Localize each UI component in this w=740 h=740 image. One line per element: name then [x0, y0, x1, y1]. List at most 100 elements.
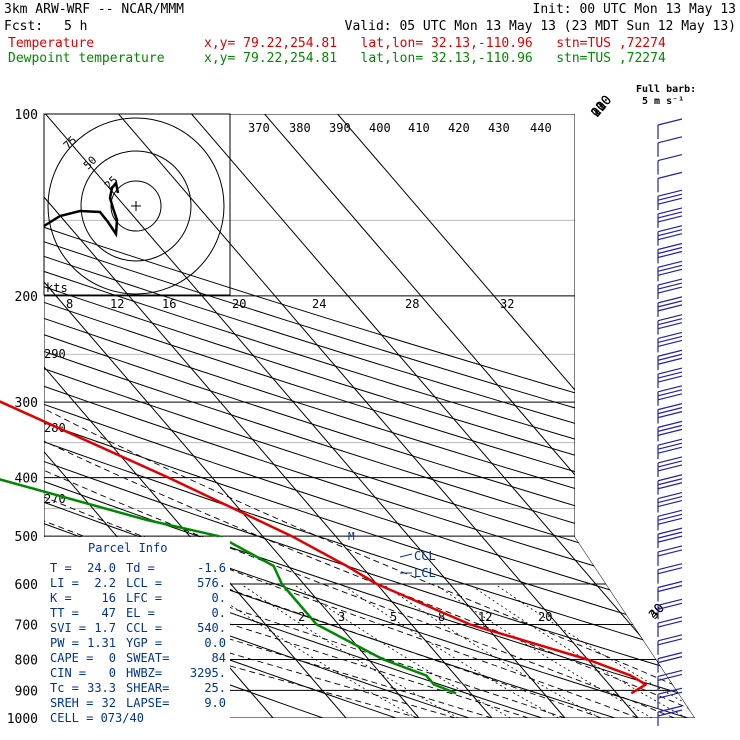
wind-barb-19 — [657, 456, 683, 477]
parcel-row-5-label2: YGP = — [126, 636, 162, 650]
hodograph-trace — [43, 180, 120, 238]
moist-adiabat-0 — [44, 295, 493, 718]
mixing-label-upper-6: 32 — [500, 297, 514, 311]
wind-barb-32 — [657, 687, 683, 709]
pressure-label-1000: 1000 — [7, 712, 38, 727]
mixing-ratio-28 — [468, 583, 687, 718]
parcel-row-5-value1: 1.31 — [87, 636, 116, 650]
mixing-ratio-2 — [199, 583, 417, 718]
parcel-row-2-label2: LFC = — [126, 591, 162, 605]
parcel-row-4-label1: SVI = — [50, 621, 86, 635]
isotherm-40 — [264, 114, 695, 718]
mixing-ratio-8 — [340, 583, 559, 718]
wind-barb-14 — [657, 367, 683, 389]
parcel-row-3-value2: 0. — [212, 606, 226, 620]
wind-barb-29 — [657, 634, 683, 655]
parcel-row-9-value2: 9.0 — [204, 696, 226, 710]
dry-adiabat-420 — [44, 114, 695, 718]
hodograph-ring-25 — [110, 180, 162, 232]
hodograph-ring-label-75: 75 — [61, 134, 80, 153]
mixing-ratio-12 — [382, 583, 601, 718]
parcel-row-3-label1: TT = — [50, 606, 79, 620]
annotations: CCL LCL M — [348, 530, 436, 580]
parcel-row-6-value2: 84 — [212, 651, 226, 665]
wind-barb-28 — [657, 616, 683, 638]
wind-barb-5 — [657, 207, 683, 228]
theta-label-5: 420 — [448, 121, 470, 135]
mixing-label-lower-5: 20 — [538, 610, 552, 624]
model-title: 3km ARW-WRF -- NCAR/MMM — [4, 2, 185, 17]
wind-barb-31 — [657, 669, 683, 691]
profile-curves — [0, 400, 647, 695]
dry-adiabat-450 — [44, 114, 695, 718]
isotherm-50 — [337, 114, 695, 718]
parcel-row-0-value1: 24.0 — [87, 561, 116, 575]
parcel-row-8-label1: Tc = — [50, 681, 79, 695]
wind-barb-8 — [657, 260, 683, 282]
wind-barb-6 — [657, 225, 683, 246]
hodograph: 75 50 25 kts — [43, 113, 231, 296]
wind-barb-4 — [657, 189, 683, 211]
dry-adiabat-340 — [44, 114, 695, 718]
parcel-row-8-label2: SHEAR= — [126, 681, 169, 695]
isotherm--10 — [44, 114, 420, 718]
theta-label-1: 380 — [289, 121, 311, 135]
parcel-row-6-label2: SWEAT= — [126, 651, 169, 665]
dry-adiabat-270 — [44, 114, 470, 718]
wind-barb-16 — [657, 403, 683, 424]
parcel-row-4-value1: 1.7 — [94, 621, 116, 635]
wind-barb-10 — [657, 296, 683, 317]
parcel-row-6-label1: CAPE = — [50, 651, 93, 665]
wind-key-line2: 5 m s⁻¹ — [642, 96, 684, 107]
ccl-label: CCL — [414, 549, 436, 563]
wind-key: Full barb: 5 m s⁻¹ — [636, 84, 696, 107]
dry-adiabat-330 — [44, 114, 695, 718]
wind-key-line1: Full barb: — [636, 84, 696, 95]
pressure-label-700: 700 — [15, 618, 38, 633]
theta-label-4: 410 — [408, 121, 430, 135]
theta-label-6: 430 — [488, 121, 510, 135]
parcel-row-3-label2: EL = — [126, 606, 155, 620]
dry-adiabat-260 — [44, 114, 397, 718]
dry-adiabat-390 — [44, 114, 695, 718]
pressure-label-100: 100 — [15, 108, 38, 123]
wind-barb-12 — [657, 331, 683, 353]
parcel-row-9-value1: 32 — [102, 696, 116, 710]
dry-adiabat-310 — [44, 114, 695, 718]
isotherm-30 — [191, 114, 695, 718]
parcel-row-5-label1: PW = — [50, 636, 79, 650]
mixing-label-upper-3: 20 — [232, 297, 246, 311]
parcel-row-8-value2: 25. — [204, 681, 226, 695]
theta-label-2: 390 — [329, 121, 351, 135]
parcel-info-panel: Parcel Info T = 24.0 Td = -1.6 LI = 2.2 LCL = 5… — [44, 537, 230, 727]
mixing-ratio-5 — [292, 583, 511, 718]
hodograph-ring-50 — [80, 150, 192, 262]
mixing-label-upper-1: 12 — [110, 297, 124, 311]
wind-barb-2 — [657, 153, 683, 175]
moist-adiabat--10 — [44, 295, 420, 718]
parcel-row-3-value1: 47 — [102, 606, 116, 620]
wind-barb-26 — [657, 580, 683, 602]
mixing-level-marker: M — [348, 530, 355, 543]
parcel-row-0-label1: T = — [50, 561, 72, 575]
parcel-row-7-label1: CIN = — [50, 666, 86, 680]
moist-adiabat--5 — [44, 295, 456, 718]
dry-adiabat-460 — [44, 114, 695, 718]
pressure-label-500: 500 — [15, 530, 38, 545]
mixing-label-upper-2: 16 — [162, 297, 176, 311]
parcel-row-1-label1: LI = — [50, 576, 79, 590]
dry-adiabat-380 — [44, 114, 695, 718]
parcel-row-2-value1: 16 — [102, 591, 116, 605]
lcl-label: LCL — [414, 566, 436, 580]
wind-barb-7 — [657, 242, 683, 264]
hodograph-unit-label: kts — [46, 281, 68, 295]
parcel-row-5-value2: 0.0 — [204, 636, 226, 650]
parcel-info-title: Parcel Info — [88, 541, 167, 555]
dry-adiabat-360 — [44, 114, 695, 718]
parcel-row-7-value2: 3295. — [190, 666, 226, 680]
legend-dewpoint-info: x,y= 79.22,254.81 lat,lon= 32.13,-110.96… — [204, 51, 666, 66]
wind-barb-0 — [657, 118, 683, 139]
parcel-row-2-value2: 0. — [212, 591, 226, 605]
